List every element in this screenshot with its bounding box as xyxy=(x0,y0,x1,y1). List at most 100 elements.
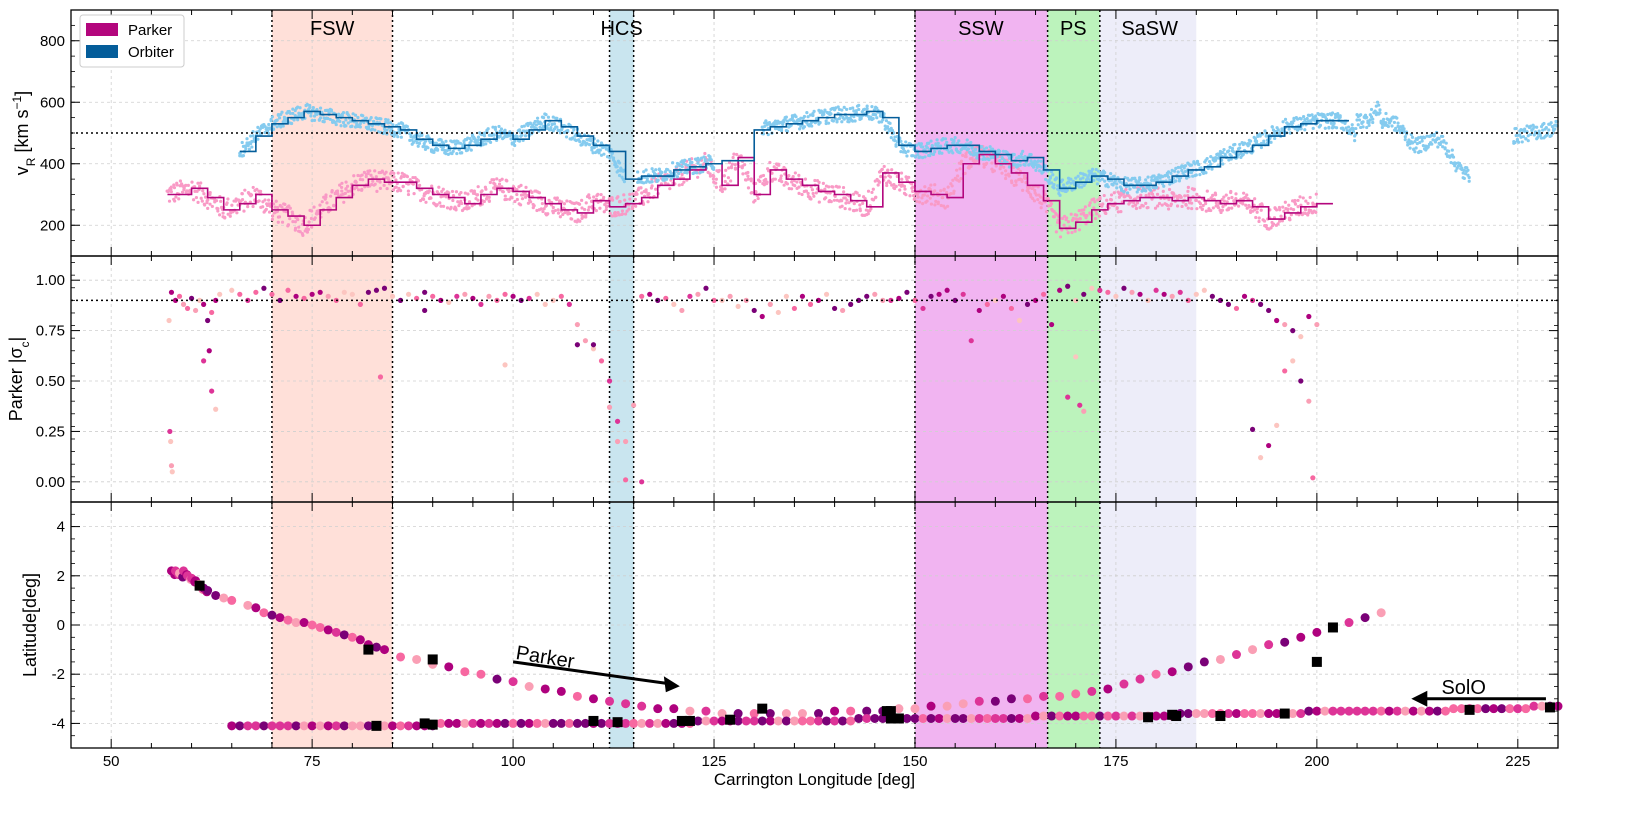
orbiter-raw-point xyxy=(1379,119,1383,123)
parker-raw-point xyxy=(646,200,650,204)
orbiter-raw-point xyxy=(468,136,472,141)
orbiter-raw-point xyxy=(766,132,770,137)
solo-lat-point xyxy=(1127,711,1137,721)
orbiter-raw-point xyxy=(513,143,517,148)
parker-raw-point xyxy=(1314,192,1318,196)
orbiter-raw-point xyxy=(674,165,678,169)
orbiter-raw-point xyxy=(765,121,769,125)
solo-lat-point xyxy=(1537,701,1547,711)
parker-raw-point xyxy=(916,195,920,199)
parker-raw-point xyxy=(234,197,238,201)
parker-raw-point xyxy=(344,187,348,191)
parker-raw-point xyxy=(866,212,870,216)
parker-lat-point xyxy=(371,642,381,652)
orbiter-raw-point xyxy=(966,147,971,151)
parker-raw-point xyxy=(487,195,491,199)
orbiter-raw-point xyxy=(1513,140,1517,145)
parker-raw-point xyxy=(923,185,927,189)
marker-square xyxy=(363,644,374,655)
orbiter-raw-point xyxy=(1052,186,1056,190)
parker-raw-point xyxy=(544,203,548,208)
parker-raw-point xyxy=(587,193,591,197)
parker-raw-point xyxy=(264,207,268,211)
parker-raw-point xyxy=(1194,198,1198,202)
orbiter-raw-point xyxy=(1391,115,1395,119)
marker-square xyxy=(885,713,896,724)
sigma-point xyxy=(430,293,436,299)
orbiter-raw-point xyxy=(1157,173,1161,177)
parker-raw-point xyxy=(770,171,774,175)
parker-raw-point xyxy=(1031,185,1035,189)
parker-raw-point xyxy=(899,171,904,175)
parker-raw-point xyxy=(226,197,230,201)
orbiter-raw-point xyxy=(1236,153,1241,157)
parker-raw-point xyxy=(1128,196,1133,200)
sigma-point xyxy=(1266,442,1272,449)
parker-raw-point xyxy=(344,180,348,184)
parker-raw-point xyxy=(620,212,624,217)
orbiter-raw-point xyxy=(884,119,889,123)
parker-raw-point xyxy=(352,174,356,178)
solo-lat-point xyxy=(1505,704,1515,714)
orbiter-raw-point xyxy=(851,119,855,123)
parker-raw-point xyxy=(1167,197,1171,202)
solo-lat-point xyxy=(910,713,920,723)
orbiter-raw-point xyxy=(1016,164,1020,168)
parker-raw-point xyxy=(837,185,841,189)
parker-raw-point xyxy=(733,167,738,171)
parker-raw-point xyxy=(797,191,801,195)
parker-lat-point xyxy=(942,701,952,711)
orbiter-raw-point xyxy=(432,150,436,155)
orbiter-raw-point xyxy=(1375,100,1380,104)
orbiter-raw-point xyxy=(1392,120,1397,125)
parker-raw-point xyxy=(392,175,396,179)
orbiter-raw-point xyxy=(1377,103,1381,107)
parker-raw-point xyxy=(841,185,846,190)
orbiter-raw-point xyxy=(1524,137,1528,141)
orbiter-raw-point xyxy=(296,105,300,109)
parker-raw-point xyxy=(729,179,733,183)
orbiter-raw-point xyxy=(1327,126,1331,130)
orbiter-raw-point xyxy=(1536,135,1540,139)
parker-raw-point xyxy=(720,187,724,191)
parker-raw-point xyxy=(1052,215,1056,219)
orbiter-raw-point xyxy=(894,144,898,148)
orbiter-raw-point xyxy=(935,138,939,142)
parker-raw-point xyxy=(847,201,851,205)
solo-lat-point xyxy=(701,716,711,726)
orbiter-raw-point xyxy=(933,150,937,154)
parker-raw-point xyxy=(1141,204,1145,208)
parker-raw-point xyxy=(221,211,225,215)
parker-raw-point xyxy=(1119,210,1123,214)
orbiter-raw-point xyxy=(1222,147,1226,152)
orbiter-raw-point xyxy=(1151,185,1155,189)
orbiter-raw-point xyxy=(1218,149,1223,154)
parker-raw-point xyxy=(804,189,809,193)
sigma-point xyxy=(180,301,187,307)
orbiter-raw-point xyxy=(831,119,835,123)
parker-lat-point xyxy=(275,613,285,623)
parker-raw-point xyxy=(267,198,271,202)
orbiter-raw-point xyxy=(1389,119,1393,123)
solo-lat-point xyxy=(412,721,422,731)
solo-lat-point xyxy=(1159,711,1169,721)
orbiter-raw-point xyxy=(1403,135,1407,139)
parker-raw-point xyxy=(756,196,760,201)
parker-raw-point xyxy=(729,166,734,170)
parker-raw-point xyxy=(1002,165,1006,169)
parker-raw-point xyxy=(894,184,898,189)
solo-lat-point xyxy=(918,713,928,723)
parker-raw-point xyxy=(249,194,253,198)
orbiter-raw-point xyxy=(650,180,654,184)
parker-raw-point xyxy=(1147,192,1151,196)
parker-raw-point xyxy=(844,201,848,205)
parker-lat-point xyxy=(299,618,309,628)
orbiter-raw-point xyxy=(819,109,823,113)
orbiter-raw-point xyxy=(341,110,346,115)
sigma-point xyxy=(357,301,363,307)
orbiter-raw-point xyxy=(823,108,827,112)
solo-lat-point xyxy=(1288,709,1298,719)
orbiter-raw-point xyxy=(564,135,569,139)
orbiter-raw-point xyxy=(509,137,513,141)
sigma-point xyxy=(1209,293,1215,299)
